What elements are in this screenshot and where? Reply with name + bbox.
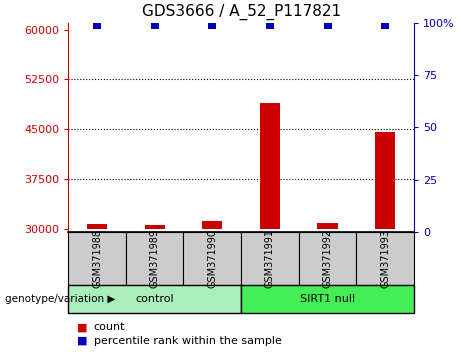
Bar [145,225,165,229]
Text: GSM371990: GSM371990 [207,229,217,288]
Point [93,22,100,28]
Text: GSM371991: GSM371991 [265,229,275,288]
Bar [87,224,107,229]
Text: GSM371989: GSM371989 [150,229,160,288]
Bar [260,103,280,229]
Bar [202,221,222,229]
Text: count: count [94,322,125,332]
Text: genotype/variation ▶: genotype/variation ▶ [5,294,115,304]
Title: GDS3666 / A_52_P117821: GDS3666 / A_52_P117821 [142,4,341,20]
Text: SIRT1 null: SIRT1 null [300,294,355,304]
Text: GSM371993: GSM371993 [380,229,390,288]
Bar [318,223,337,229]
Text: GSM371992: GSM371992 [323,229,332,288]
Point [266,22,274,28]
Text: control: control [136,294,174,304]
Text: GSM371988: GSM371988 [92,229,102,288]
Bar [375,132,395,229]
Text: ■: ■ [77,322,88,332]
Point [324,22,331,28]
Text: percentile rank within the sample: percentile rank within the sample [94,336,282,346]
Text: ■: ■ [77,336,88,346]
Point [208,22,216,28]
Point [382,22,389,28]
Point [151,22,159,28]
